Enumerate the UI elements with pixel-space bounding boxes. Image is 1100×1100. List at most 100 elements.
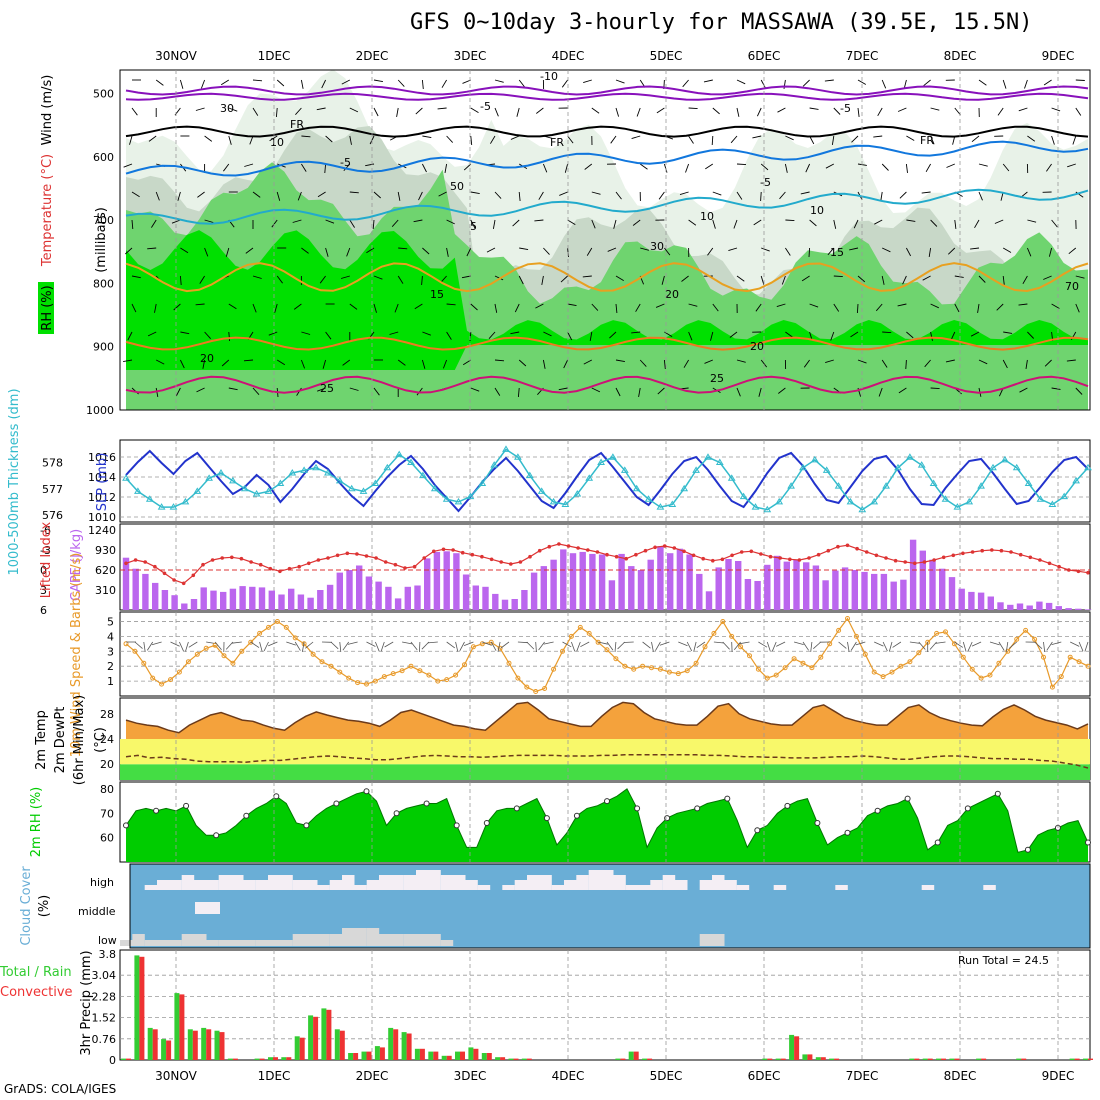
cape-bar-37 [482,586,489,610]
precip-convective-bar-3 [166,1040,172,1060]
wind-barb [779,191,786,200]
wind-barb [124,247,133,255]
wind-barb [300,359,306,369]
wind-barb [123,359,133,363]
cape-bar-40 [511,599,518,610]
wind-barb [591,219,596,229]
wind-speed-marker-16 [266,624,271,630]
thickness-line [125,448,1089,511]
wind-barb [1002,359,1008,369]
wind-barb-10m-48 [543,641,554,645]
wind-speed-marker-35 [435,678,441,684]
lifted-index-marker-68 [778,556,782,560]
cape-bar-87 [968,591,975,610]
lifted-index-marker-53 [634,552,638,557]
wind-speed-marker-4 [159,681,165,687]
y-tick-lifted-0: -6 [40,524,51,537]
minmax-axis-label: (6hr Min/Max) [72,695,87,785]
wind-barb [422,331,431,336]
wind-barb [707,247,714,256]
thickness-marker-68 [929,479,938,486]
lifted-index-marker-34 [451,548,455,552]
wind-speed-marker-74 [782,665,788,671]
lifted-index-marker-42 [528,554,532,559]
precip-total-bar-29 [508,1058,514,1060]
isotherm-label-0: -10 [540,70,558,83]
cape-bar-38 [492,593,499,610]
wind-barb [882,247,891,253]
cloud-high-bar-9 [231,875,244,890]
lifted-index-axis-label: Lifted Index [39,521,54,598]
wind-speed-marker-38 [462,662,467,668]
wind-barb [543,247,550,255]
wind-speed-marker-99 [1005,648,1011,654]
lifted-index-marker-90 [990,548,994,552]
wind-barb [147,247,157,250]
wind-speed-marker-54 [604,647,610,653]
isotherm-label-6: -5 [340,156,351,169]
wind-barb [930,387,940,390]
rh2m-marker-21 [333,800,340,807]
y-tick-cape-1: 930 [95,544,116,557]
wind-barb-10m-95 [967,641,973,652]
isotherm-label-12: 15 [430,288,444,301]
wind-barb-10m-107 [1078,641,1084,652]
wind-barb [755,303,762,312]
precip-total-bar-23 [428,1051,434,1060]
thickness-marker-75 [1012,463,1021,471]
wind-barb-10m-37 [455,641,459,652]
precip-convective-bar-53 [834,1058,840,1060]
lifted-index-marker-23 [345,551,350,556]
wind-barb [1027,135,1036,142]
isotherm-line-6 [125,336,1089,351]
wind-barb [373,79,383,83]
rh2m-marker-75 [874,807,881,814]
precip-convective-bar-1 [139,956,145,1060]
cape-bar-55 [657,546,664,610]
cape-bar-45 [560,549,567,610]
thickness-marker-59 [822,466,831,473]
thickness-marker-32 [502,445,510,452]
wind-barb [954,303,960,313]
wind-barb [301,163,307,172]
cloud-low-bar-25 [428,934,441,946]
wind-barb [760,191,762,202]
wind-barb [733,219,738,229]
precip-total-bar-11 [268,1057,273,1060]
lifted-index-marker-35 [460,550,465,555]
wind-barb-10m-57 [623,641,634,643]
thickness-marker-42 [620,466,629,473]
wind-barb [663,359,666,370]
wind-barb-10m-106 [1070,641,1080,647]
wind-barb [563,359,569,369]
cape-bar-81 [909,539,917,610]
wind-speed-marker-2 [141,660,147,666]
wind-barb [947,247,956,255]
y-tick-slp-3: 1010 [88,511,116,524]
wind-barb [154,303,157,313]
wind-barb [301,135,311,138]
rh2m-marker-33 [453,822,460,829]
wind-barb-10m-17 [268,641,278,647]
wind-barb [228,135,232,145]
rh2m-marker-48 [604,798,610,805]
precip-total-bar-17 [348,1053,354,1060]
y-tick-precip-1: 3.04 [92,969,117,982]
wind-barb [325,135,333,143]
wind-barb-10m-96 [971,641,982,647]
wind-barb [543,331,552,337]
cloud-high-bar-26 [440,875,454,890]
wind-barb [712,191,722,196]
lifted-index-marker-73 [826,548,831,553]
y-tick-temp-2: 20 [100,758,114,771]
wind-barb [930,303,939,309]
rh2m-marker-45 [573,812,580,819]
rh-band-bright [126,230,1088,370]
thickness-marker-16 [312,463,320,471]
lifted-index-marker-2 [143,560,147,564]
cape-bar-42 [530,572,538,610]
wind-barb [397,359,406,366]
wind-barb-10m-43 [500,641,510,649]
wind-barb [542,163,548,173]
wind-barb [584,163,593,170]
